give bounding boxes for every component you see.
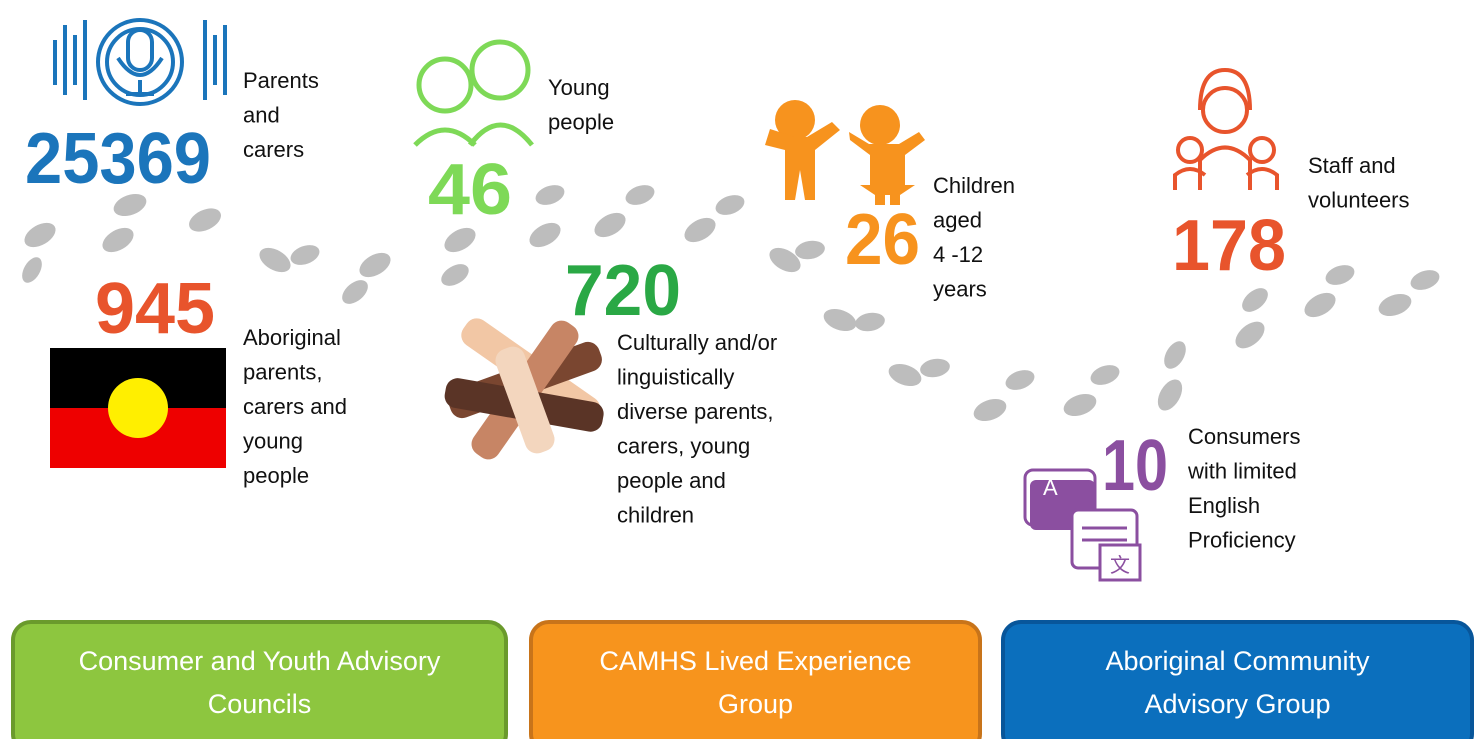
button-label: Councils — [208, 689, 312, 719]
button-label: Advisory Group — [1144, 689, 1330, 719]
microphone-icon — [55, 20, 225, 104]
stat-label: Parents — [243, 68, 319, 93]
stat-label: Aboriginal — [243, 325, 341, 350]
button-box — [531, 622, 980, 739]
stat-label: linguistically — [617, 365, 734, 390]
children-icon — [765, 100, 925, 205]
stat-number: 178 — [1172, 206, 1286, 286]
stat-label: volunteers — [1308, 188, 1410, 213]
button-label: Aboriginal Community — [1105, 646, 1370, 676]
infographic: A 文 25369 Parents and carers 46 Young people 26… — [0, 0, 1484, 739]
stat-label: Consumers — [1188, 424, 1300, 449]
stat-number: 10 — [1102, 426, 1168, 506]
group-button[interactable]: Aboriginal Community Advisory Group — [1003, 622, 1472, 739]
stat-number: 945 — [95, 269, 215, 349]
stat-label: Staff and — [1308, 153, 1396, 178]
stat-label: people — [548, 110, 614, 135]
stat-label: people and — [617, 468, 726, 493]
stat-label: 4 -12 — [933, 242, 983, 267]
stat-label: English — [1188, 493, 1260, 518]
group-button[interactable]: Consumer and Youth Advisory Councils — [13, 622, 506, 739]
svg-text:文: 文 — [1110, 554, 1130, 577]
button-box — [1003, 622, 1472, 739]
stats: 25369 Parents and carers 46 Young people 26 Chil… — [25, 68, 1410, 553]
staff-icon — [1175, 70, 1277, 190]
stat-label: Proficiency — [1188, 528, 1296, 553]
stat-label: young — [243, 429, 303, 454]
stat-label: and — [243, 103, 280, 128]
svg-text:A: A — [1043, 475, 1058, 500]
button-label: Consumer and Youth Advisory — [79, 646, 441, 676]
group-button[interactable]: CAMHS Lived Experience Group — [531, 622, 980, 739]
stat-label: children — [617, 503, 694, 528]
stat-label: years — [933, 277, 987, 302]
stat-number: 26 — [845, 200, 920, 280]
stat-label: Children — [933, 173, 1015, 198]
stat-number: 46 — [428, 150, 512, 230]
stat-label: Culturally and/or — [617, 330, 777, 355]
stat-label: carers and — [243, 394, 347, 419]
stat-label: parents, — [243, 360, 323, 385]
button-label: CAMHS Lived Experience — [599, 646, 911, 676]
button-box — [13, 622, 506, 739]
stat-label: carers — [243, 137, 304, 162]
stat-label: aged — [933, 208, 982, 233]
stat-label: carers, young — [617, 434, 750, 459]
stat-number: 720 — [565, 251, 681, 331]
button-label: Group — [718, 689, 793, 719]
groups: Consumer and Youth Advisory Councils CAMHS… — [13, 622, 1472, 739]
stat-number: 25369 — [25, 119, 211, 199]
hands-icon — [443, 314, 606, 465]
aboriginal-flag — [50, 348, 226, 468]
stat-label: Young — [548, 75, 610, 100]
stat-label: people — [243, 463, 309, 488]
stat-label: diverse parents, — [617, 399, 774, 424]
young-people-icon — [415, 42, 532, 145]
stat-label: with limited — [1187, 459, 1297, 484]
